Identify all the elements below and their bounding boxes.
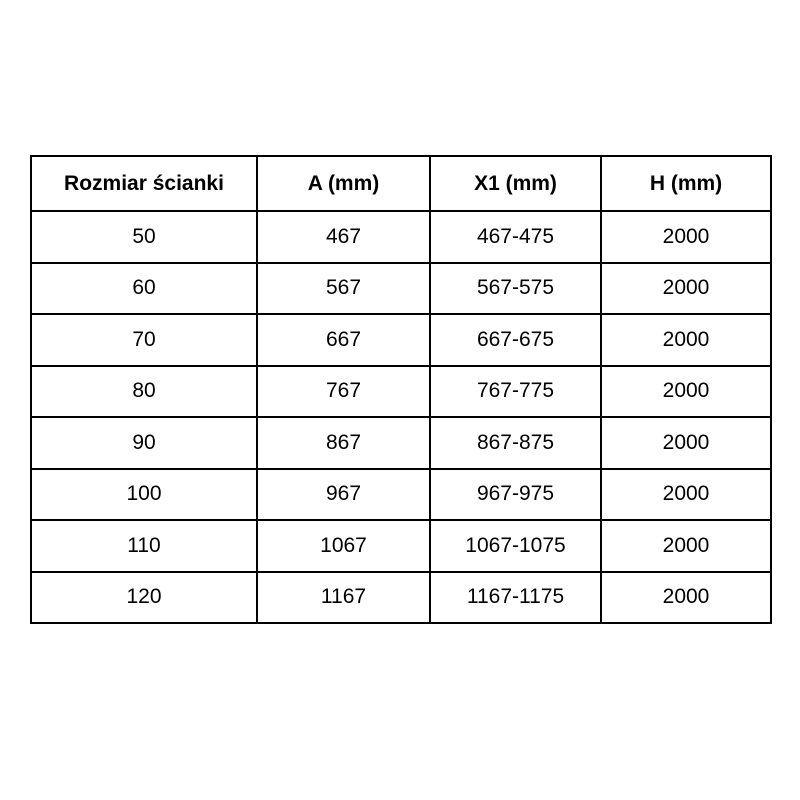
table-cell: 967-975 xyxy=(429,467,602,521)
table-cell: 2000 xyxy=(600,467,772,521)
table-cell: 1067-1075 xyxy=(429,519,602,573)
table-cell: 70 xyxy=(30,313,258,367)
table-cell: 967 xyxy=(256,467,431,521)
table-cell: 1167-1175 xyxy=(429,570,602,624)
table-cell: 467-475 xyxy=(429,210,602,264)
header-row: Rozmiar ścianki A (mm) X1 (mm) H (mm) xyxy=(30,155,772,212)
table-cell: 2000 xyxy=(600,570,772,624)
table-cell: 667-675 xyxy=(429,313,602,367)
table-cell: 90 xyxy=(30,416,258,470)
table-cell: 110 xyxy=(30,519,258,573)
column-header-rozmiar: Rozmiar ścianki xyxy=(30,155,258,212)
table-cell: 60 xyxy=(30,261,258,315)
table-cell: 2000 xyxy=(600,519,772,573)
table-cell: 767-775 xyxy=(429,364,602,418)
table-cell: 1167 xyxy=(256,570,431,624)
table-cell: 767 xyxy=(256,364,431,418)
table-row: 70 667 667-675 2000 xyxy=(30,313,772,367)
column-header-x1: X1 (mm) xyxy=(429,155,602,212)
table-cell: 2000 xyxy=(600,416,772,470)
table-cell: 867-875 xyxy=(429,416,602,470)
table-row: 90 867 867-875 2000 xyxy=(30,416,772,470)
table-cell: 567 xyxy=(256,261,431,315)
table-row: 50 467 467-475 2000 xyxy=(30,210,772,264)
table-row: 110 1067 1067-1075 2000 xyxy=(30,519,772,573)
table-cell: 667 xyxy=(256,313,431,367)
column-header-h: H (mm) xyxy=(600,155,772,212)
table-cell: 120 xyxy=(30,570,258,624)
table-cell: 2000 xyxy=(600,210,772,264)
table-cell: 467 xyxy=(256,210,431,264)
table-cell: 100 xyxy=(30,467,258,521)
table-cell: 80 xyxy=(30,364,258,418)
table-row: 80 767 767-775 2000 xyxy=(30,364,772,418)
column-header-a: A (mm) xyxy=(256,155,431,212)
table-cell: 2000 xyxy=(600,261,772,315)
table-row: 60 567 567-575 2000 xyxy=(30,261,772,315)
table-cell: 1067 xyxy=(256,519,431,573)
table-cell: 867 xyxy=(256,416,431,470)
table-cell: 567-575 xyxy=(429,261,602,315)
table-cell: 50 xyxy=(30,210,258,264)
table-row: 100 967 967-975 2000 xyxy=(30,467,772,521)
size-table-container: Rozmiar ścianki A (mm) X1 (mm) H (mm) 50… xyxy=(30,155,772,624)
table-cell: 2000 xyxy=(600,313,772,367)
table-cell: 2000 xyxy=(600,364,772,418)
size-table: Rozmiar ścianki A (mm) X1 (mm) H (mm) 50… xyxy=(30,155,772,624)
table-row: 120 1167 1167-1175 2000 xyxy=(30,570,772,624)
